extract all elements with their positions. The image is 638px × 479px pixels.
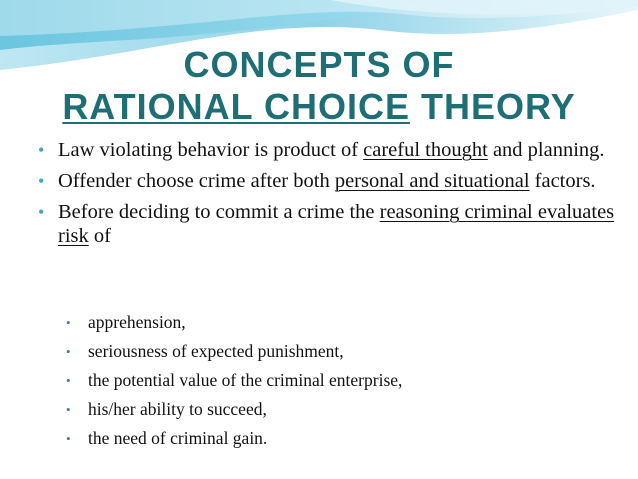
title-underlined-part: RATIONAL CHOICE: [62, 86, 410, 127]
decorative-wave-header: [0, 0, 638, 70]
main-bullet-list: • Law violating behavior is product of c…: [30, 138, 620, 255]
bullet-icon: •: [66, 402, 71, 417]
bullet-icon: •: [66, 431, 71, 446]
bullet-item: • Before deciding to commit a crime the …: [38, 201, 615, 247]
sub-bullet-item: • seriousness of expected punishment,: [66, 337, 606, 366]
bullet-icon: •: [38, 171, 45, 191]
sub-bullet-item: • the potential value of the criminal ent…: [66, 366, 606, 395]
slide-title-line-2: RATIONAL CHOICE THEORY: [0, 86, 638, 128]
underlined-phrase: reasoning criminal evaluates risk: [58, 201, 615, 247]
title-rest: THEORY: [409, 86, 576, 127]
bullet-icon: •: [66, 315, 71, 330]
underlined-phrase: personal and situational: [334, 170, 530, 192]
sub-bullet-list: • apprehension, • seriousness of expected …: [66, 308, 606, 453]
bullet-icon: •: [38, 140, 45, 160]
underlined-phrase: careful thought: [363, 139, 488, 161]
bullet-item: • Law violating behavior is product of c…: [38, 139, 605, 161]
sub-bullet-item: • his/her ability to succeed,: [66, 395, 606, 424]
sub-bullet-item: • apprehension,: [66, 308, 606, 337]
bullet-item: • Offender choose crime after both perso…: [38, 170, 596, 192]
bullet-icon: •: [66, 373, 71, 388]
slide-title-line-1: CONCEPTS OF: [183, 44, 455, 85]
sub-bullet-item: • the need of criminal gain.: [66, 424, 606, 453]
bullet-icon: •: [38, 202, 45, 222]
bullet-icon: •: [66, 344, 71, 359]
